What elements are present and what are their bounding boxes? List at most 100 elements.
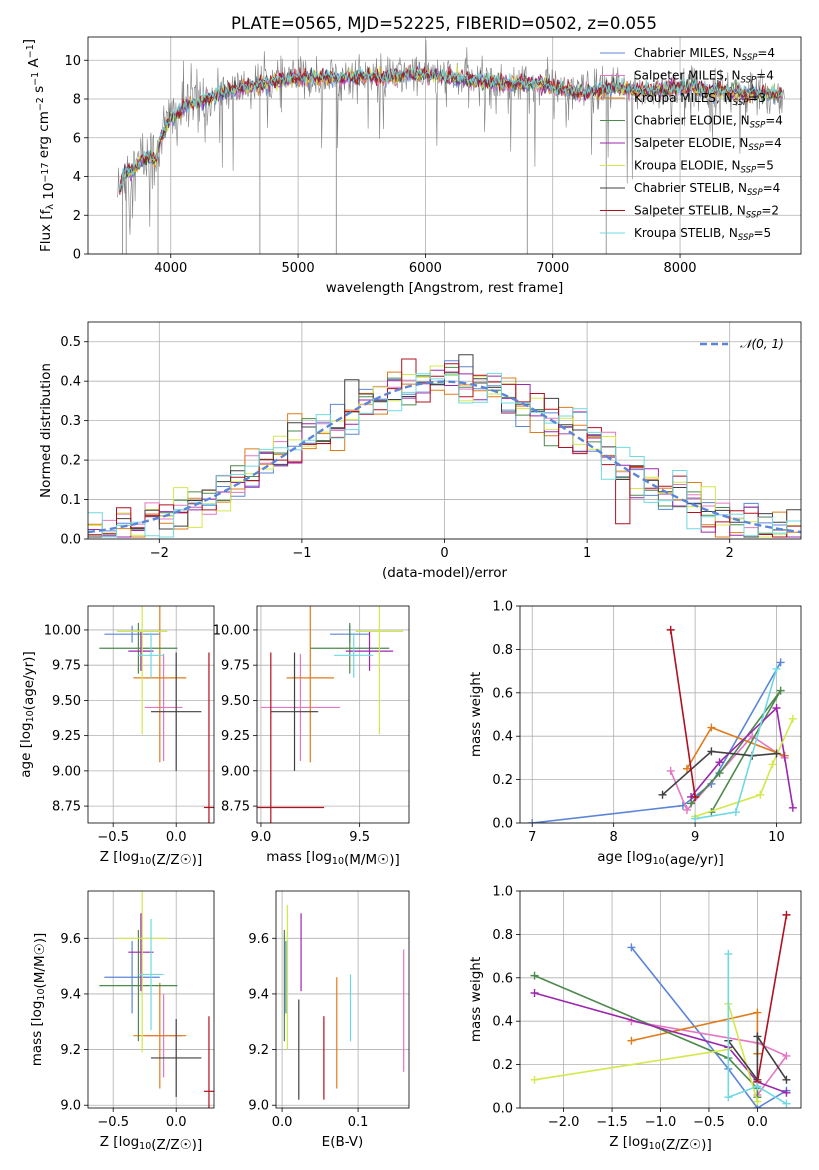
weight-vs-Z-axes: −2.0 −1.5 −1.0 −0.5 0.0 0.0 0.2 0.4 0.6 0.8 1.0 bbox=[492, 885, 802, 1130]
x-tick-label: 6000 bbox=[409, 261, 442, 276]
weight-series-line bbox=[661, 750, 777, 796]
y-tick-label: 0.6 bbox=[492, 971, 513, 986]
y-tick-label: 9.4 bbox=[60, 987, 81, 1002]
legend-entry: Chabrier ELODIE, NSSP=4 bbox=[634, 114, 783, 131]
weight-marker bbox=[776, 686, 785, 695]
weight-vs-Z-series bbox=[530, 910, 791, 1108]
legend-entry: Salpeter MILES, NSSP=4 bbox=[634, 69, 774, 86]
weight-marker bbox=[724, 949, 733, 958]
x-tick-label: −0.5 bbox=[693, 1115, 725, 1130]
weight-marker bbox=[772, 664, 781, 673]
x-tick-label: 10 bbox=[768, 830, 785, 845]
weight-marker bbox=[682, 764, 691, 773]
mass-vs-Z-errorbars bbox=[99, 891, 214, 1108]
y-tick-label: 9.0 bbox=[60, 1099, 81, 1114]
weight-vs-Z-xlabel: Z [log10(Z/Z☉)] bbox=[609, 1134, 711, 1153]
weight-series-line bbox=[534, 974, 759, 1098]
spectrum-xlabel: wavelength [Angstrom, rest frame] bbox=[326, 280, 564, 296]
y-tick-label: 8 bbox=[73, 93, 81, 108]
y-tick-label: 0.0 bbox=[492, 1102, 513, 1117]
x-tick-label: −1 bbox=[292, 546, 311, 561]
legend-entry: Kroupa ELODIE, NSSP=5 bbox=[634, 159, 774, 176]
x-tick-label: 9.5 bbox=[349, 830, 370, 845]
y-tick-label: 1.0 bbox=[492, 600, 513, 615]
legend-entry: Chabrier STELIB, NSSP=4 bbox=[634, 181, 780, 198]
hist-ylabel: Normed distribution bbox=[38, 363, 54, 498]
age-vs-Z-errorbars bbox=[99, 606, 214, 823]
x-tick-label: −2 bbox=[150, 546, 169, 561]
y-tick-label: 0.0 bbox=[492, 817, 513, 832]
weight-marker bbox=[782, 1088, 791, 1097]
mass-vs-Z-frame bbox=[87, 890, 215, 1109]
x-tick-label: 1 bbox=[583, 546, 591, 561]
age-vs-mass-axes: 9.0 9.5 8.75 9.00 9.25 9.50 9.75 10.00 bbox=[213, 605, 410, 845]
legend-entry: Kroupa STELIB, NSSP=5 bbox=[634, 226, 771, 243]
age-vs-Z-xlabel: Z [log10(Z/Z☉)] bbox=[100, 849, 202, 868]
figure-title: PLATE=0565, MJD=52225, FIBERID=0502, z=0… bbox=[231, 14, 657, 33]
y-tick-label: 9.00 bbox=[52, 764, 81, 779]
y-tick-label: 8.75 bbox=[221, 800, 250, 815]
hist-xlabel: (data-model)/error bbox=[382, 565, 508, 581]
y-tick-label: 6 bbox=[73, 131, 81, 146]
weight-marker bbox=[682, 805, 691, 814]
weight-series-line bbox=[631, 1011, 759, 1054]
mass-vs-Z-axes: −0.5 0.0 9.0 9.2 9.4 9.6 bbox=[60, 890, 215, 1130]
model-spectrum bbox=[119, 66, 783, 191]
weight-marker bbox=[707, 723, 716, 732]
weight-marker bbox=[666, 625, 675, 634]
weight-marker bbox=[782, 910, 791, 919]
mass-vs-EBV-errorbars bbox=[283, 904, 405, 1100]
legend-entry: 𝒩(0, 1) bbox=[740, 337, 784, 351]
weight-marker bbox=[782, 1099, 791, 1108]
weight-marker bbox=[691, 792, 700, 801]
y-tick-label: 2 bbox=[73, 209, 81, 224]
y-tick-label: 9.6 bbox=[60, 932, 81, 947]
spectrum-ylabel: Flux [fλ 10−17 erg cm−2 s−1 A−1] bbox=[21, 39, 57, 252]
x-tick-label: −0.5 bbox=[97, 830, 129, 845]
weight-marker bbox=[724, 1093, 733, 1102]
y-tick-label: 9.2 bbox=[60, 1043, 81, 1058]
x-tick-label: 9 bbox=[691, 830, 699, 845]
weight-vs-Z-ylabel: mass weight bbox=[468, 957, 484, 1042]
y-tick-label: 4 bbox=[73, 170, 81, 185]
y-tick-label: 0.4 bbox=[492, 1015, 513, 1030]
weight-marker bbox=[782, 1051, 791, 1060]
x-tick-label: 0.0 bbox=[166, 830, 187, 845]
x-tick-label: 0.0 bbox=[166, 1115, 187, 1130]
weight-marker bbox=[756, 790, 765, 799]
x-tick-label: −0.5 bbox=[97, 1115, 129, 1130]
x-tick-label: −2.0 bbox=[548, 1115, 580, 1130]
hist-series bbox=[88, 358, 801, 538]
spectrum-frame bbox=[87, 36, 802, 255]
y-tick-label: 9.50 bbox=[52, 694, 81, 709]
hist-series bbox=[88, 372, 801, 538]
y-tick-label: 1.0 bbox=[492, 885, 513, 900]
y-tick-label: 0.1 bbox=[60, 493, 81, 508]
hist-legend: 𝒩(0, 1) bbox=[700, 337, 784, 351]
weight-marker bbox=[753, 1097, 762, 1106]
y-tick-label: 0.0 bbox=[60, 533, 81, 548]
weight-series-line bbox=[727, 953, 787, 1105]
weight-marker bbox=[788, 714, 797, 723]
y-tick-label: 9.50 bbox=[221, 694, 250, 709]
legend-entry: Salpeter ELODIE, NSSP=4 bbox=[634, 136, 782, 153]
age-vs-Z-axes: −0.5 0.0 8.75 9.00 9.25 9.50 9.75 10.00 bbox=[44, 605, 215, 845]
weight-marker bbox=[530, 988, 539, 997]
x-tick-label: 0.0 bbox=[747, 1115, 768, 1130]
weight-series-line bbox=[727, 1033, 788, 1083]
y-tick-label: 10 bbox=[64, 54, 81, 69]
y-tick-label: 0.2 bbox=[492, 773, 513, 788]
weight-series-line bbox=[694, 718, 794, 818]
mass-vs-EBV-xlabel: E(B-V) bbox=[322, 1134, 364, 1150]
x-tick-label: 5000 bbox=[282, 261, 315, 276]
y-tick-label: 8.75 bbox=[52, 800, 81, 815]
y-tick-label: 9.6 bbox=[248, 932, 269, 947]
weight-vs-age-series bbox=[528, 625, 797, 823]
y-tick-label: 0.8 bbox=[492, 643, 513, 658]
weight-marker bbox=[530, 1075, 539, 1084]
y-tick-label: 9.2 bbox=[248, 1043, 269, 1058]
y-tick-label: 0.2 bbox=[492, 1058, 513, 1073]
age-vs-mass-xlabel: mass [log10(M/M☉)] bbox=[266, 849, 400, 868]
